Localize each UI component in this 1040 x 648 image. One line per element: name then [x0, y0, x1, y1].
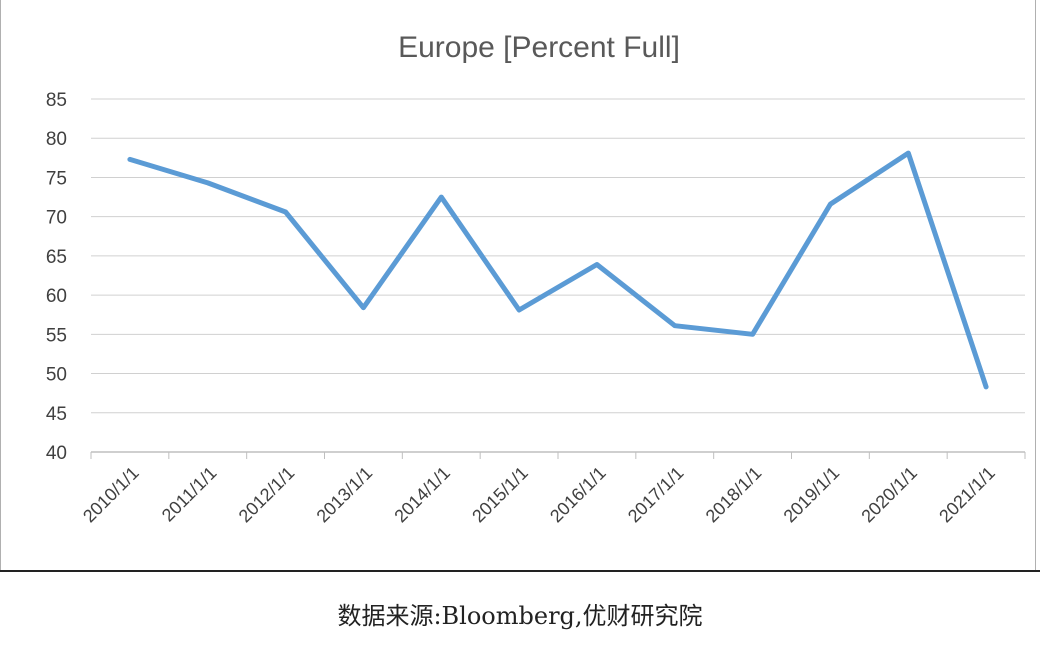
x-tick-label: 2017/1/1: [624, 463, 688, 527]
y-tick-label: 55: [46, 325, 67, 346]
x-tick-label: 2018/1/1: [702, 463, 766, 527]
x-tick-label: 2012/1/1: [235, 463, 299, 527]
x-tick-label: 2016/1/1: [546, 463, 610, 527]
x-tick-label: 2010/1/1: [79, 463, 143, 527]
y-tick-label: 80: [46, 129, 67, 150]
y-tick-label: 70: [46, 208, 67, 229]
x-tick-label: 2011/1/1: [158, 463, 221, 526]
x-tick-label: 2015/1/1: [468, 463, 532, 527]
y-axis-ticks: 40 45 50 55 60 65 70 75 80 85: [46, 90, 67, 464]
y-tick-label: 75: [46, 168, 67, 189]
y-tick-label: 60: [46, 286, 67, 307]
y-tick-label: 85: [46, 90, 67, 111]
x-tick-label: 2013/1/1: [313, 463, 377, 527]
x-axis: [90, 451, 1026, 459]
x-tick-label: 2014/1/1: [390, 463, 454, 527]
line-chart: Europe [Percent Full] 40 45 50 55 60 65 70 75 80…: [46, 31, 1026, 527]
x-axis-ticks: 2010/1/1 2011/1/1 2012/1/1 2013/1/1 2014/1/1…: [79, 463, 999, 527]
y-tick-label: 45: [46, 404, 67, 425]
source-caption: 数据来源:Bloomberg,优财研究院: [337, 602, 703, 630]
y-tick-label: 65: [46, 247, 67, 268]
x-tick-label: 2021/1/1: [935, 463, 999, 527]
gridlines: [91, 98, 1025, 414]
chart-frame: Europe [Percent Full] 40 45 50 55 60 65 70 75 80…: [0, 0, 1036, 570]
y-tick-label: 40: [46, 443, 67, 464]
chart-title: Europe [Percent Full]: [398, 31, 680, 64]
x-tick-label: 2019/1/1: [780, 463, 844, 527]
series-line: [127, 150, 989, 390]
x-tick-label: 2020/1/1: [857, 463, 921, 527]
y-tick-label: 50: [46, 365, 67, 386]
series-group: [127, 150, 989, 390]
divider: [0, 570, 1040, 572]
